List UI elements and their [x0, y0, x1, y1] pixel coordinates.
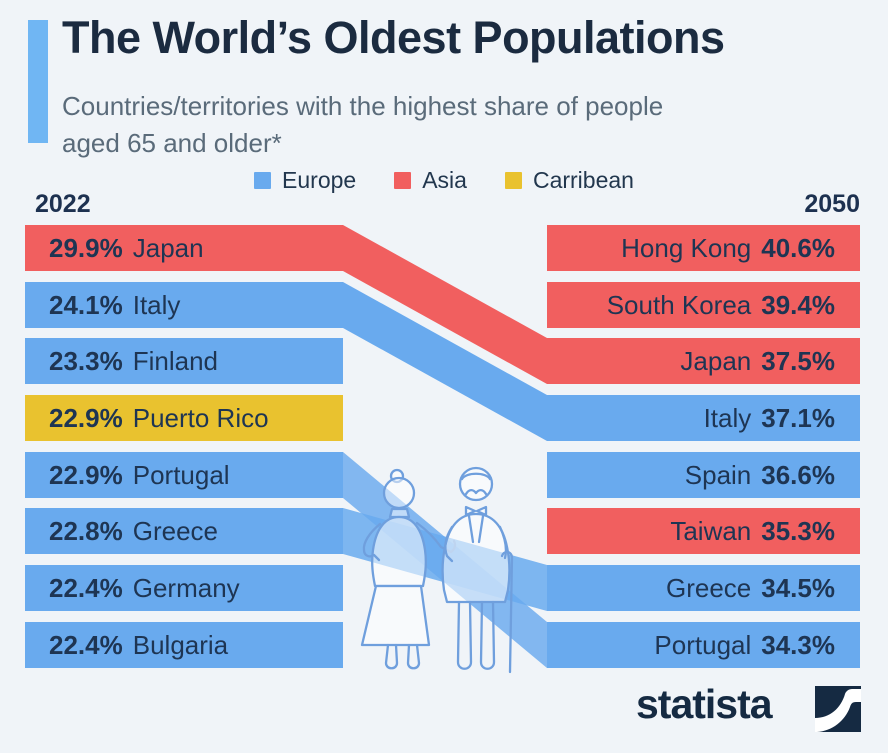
woman-arm-right	[415, 521, 457, 554]
bar-value: 22.9%	[49, 402, 123, 433]
year-label-2022: 2022	[35, 190, 91, 218]
bar-2050-taiwan: Taiwan 35.3%	[547, 508, 860, 554]
carribean-swatch-icon	[504, 172, 522, 189]
legend-item-europe: Europe	[254, 167, 356, 194]
bar-2022-japan: 29.9% Japan	[25, 225, 343, 271]
bar-value: 34.3%	[761, 629, 835, 660]
woman-arm-left	[362, 522, 382, 562]
man-head	[458, 466, 494, 502]
flow-ribbon-japan	[343, 225, 547, 384]
legend-label-carribean: Carribean	[532, 167, 634, 193]
bar-country: Taiwan	[670, 515, 752, 546]
legend-label-europe: Europe	[282, 167, 357, 193]
bar-country: Japan	[680, 345, 752, 376]
bar-country: Spain	[684, 459, 752, 490]
bar-2022-puerto-rico: 22.9% Puerto Rico	[25, 395, 343, 441]
bar-2050-italy: Italy 37.1%	[547, 395, 860, 441]
bar-country: South Korea	[606, 289, 752, 320]
bar-value: 37.1%	[761, 402, 835, 433]
bar-value: 23.3%	[49, 345, 123, 376]
bar-value: 37.5%	[761, 345, 835, 376]
bar-value: 22.4%	[49, 572, 123, 603]
bar-2022-italy: 24.1% Italy	[25, 282, 343, 328]
chart-subtitle: Countries/territories with the highest s…	[62, 88, 802, 162]
man-jacket-lapels	[467, 514, 485, 544]
man-hairline	[460, 472, 492, 481]
woman-hair-bun	[389, 468, 405, 484]
woman-head	[382, 476, 416, 510]
bar-country: Puerto Rico	[132, 402, 269, 433]
bar-2050-portugal: Portugal 34.3%	[547, 622, 860, 668]
bar-value: 22.9%	[49, 459, 123, 490]
legend: Europe Asia Carribean	[0, 167, 888, 194]
title-accent-bar	[28, 20, 48, 143]
flow-ribbon-greece	[343, 508, 547, 611]
bar-value: 36.6%	[761, 459, 835, 490]
bar-value: 29.9%	[49, 232, 123, 263]
man-leg-left	[456, 600, 473, 670]
bar-2050-spain: Spain 36.6%	[547, 452, 860, 498]
bar-2022-finland: 23.3% Finland	[25, 338, 343, 384]
bar-value: 35.3%	[761, 515, 835, 546]
legend-label-asia: Asia	[422, 167, 467, 193]
bar-country: Italy	[132, 289, 181, 320]
flow-ribbon-portugal	[343, 452, 547, 668]
bar-2050-south-korea: South Korea 39.4%	[547, 282, 860, 328]
woman-leg-right	[406, 643, 421, 670]
bar-country: Japan	[132, 232, 204, 263]
bar-country: Greece	[666, 572, 752, 603]
bar-value: 34.5%	[761, 572, 835, 603]
legend-item-asia: Asia	[394, 167, 467, 194]
bar-2022-germany: 22.4% Germany	[25, 565, 343, 611]
bar-2050-japan: Japan 37.5%	[547, 338, 860, 384]
bar-country: Italy	[703, 402, 752, 433]
asia-swatch-icon	[394, 172, 412, 189]
flow-ribbon-italy	[343, 282, 547, 441]
man-cane	[500, 550, 514, 674]
europe-swatch-icon	[254, 172, 272, 189]
subtitle-line-2: aged 65 and older*	[62, 128, 282, 158]
bar-2022-portugal: 22.9% Portugal	[25, 452, 343, 498]
statista-logo-icon	[815, 686, 861, 732]
bar-value: 22.8%	[49, 515, 123, 546]
man-arm-left	[444, 525, 454, 563]
bar-country: Greece	[132, 515, 218, 546]
bar-country: Portugal	[132, 459, 230, 490]
statista-wordmark: statista	[636, 681, 773, 727]
man-mustache	[464, 488, 488, 496]
woman-torso	[371, 515, 427, 588]
bar-country: Bulgaria	[132, 629, 229, 660]
bar-value: 40.6%	[761, 232, 835, 263]
bar-country: Hong Kong	[621, 232, 752, 263]
bar-2050-greece: Greece 34.5%	[547, 565, 860, 611]
man-torso	[441, 512, 511, 604]
man-arm-right	[498, 525, 508, 560]
man-leg-right	[479, 600, 496, 670]
bar-country: Germany	[132, 572, 240, 603]
woman-collar	[388, 507, 411, 519]
bar-value: 24.1%	[49, 289, 123, 320]
woman-skirt	[360, 584, 431, 647]
bar-country: Finland	[132, 345, 219, 376]
year-label-2050: 2050	[804, 190, 860, 218]
woman-leg-left	[384, 643, 399, 670]
bar-country: Portugal	[654, 629, 752, 660]
bar-2050-hong-kong: Hong Kong 40.6%	[547, 225, 860, 271]
bar-2022-bulgaria: 22.4% Bulgaria	[25, 622, 343, 668]
page-title: The World’s Oldest Populations	[62, 12, 725, 63]
bar-value: 22.4%	[49, 629, 123, 660]
bar-value: 39.4%	[761, 289, 835, 320]
elderly-couple-illustration	[360, 466, 514, 674]
legend-item-carribean: Carribean	[504, 167, 634, 194]
subtitle-line-1: Countries/territories with the highest s…	[62, 91, 664, 121]
man-bow-tie	[464, 505, 488, 517]
bar-2022-greece: 22.8% Greece	[25, 508, 343, 554]
